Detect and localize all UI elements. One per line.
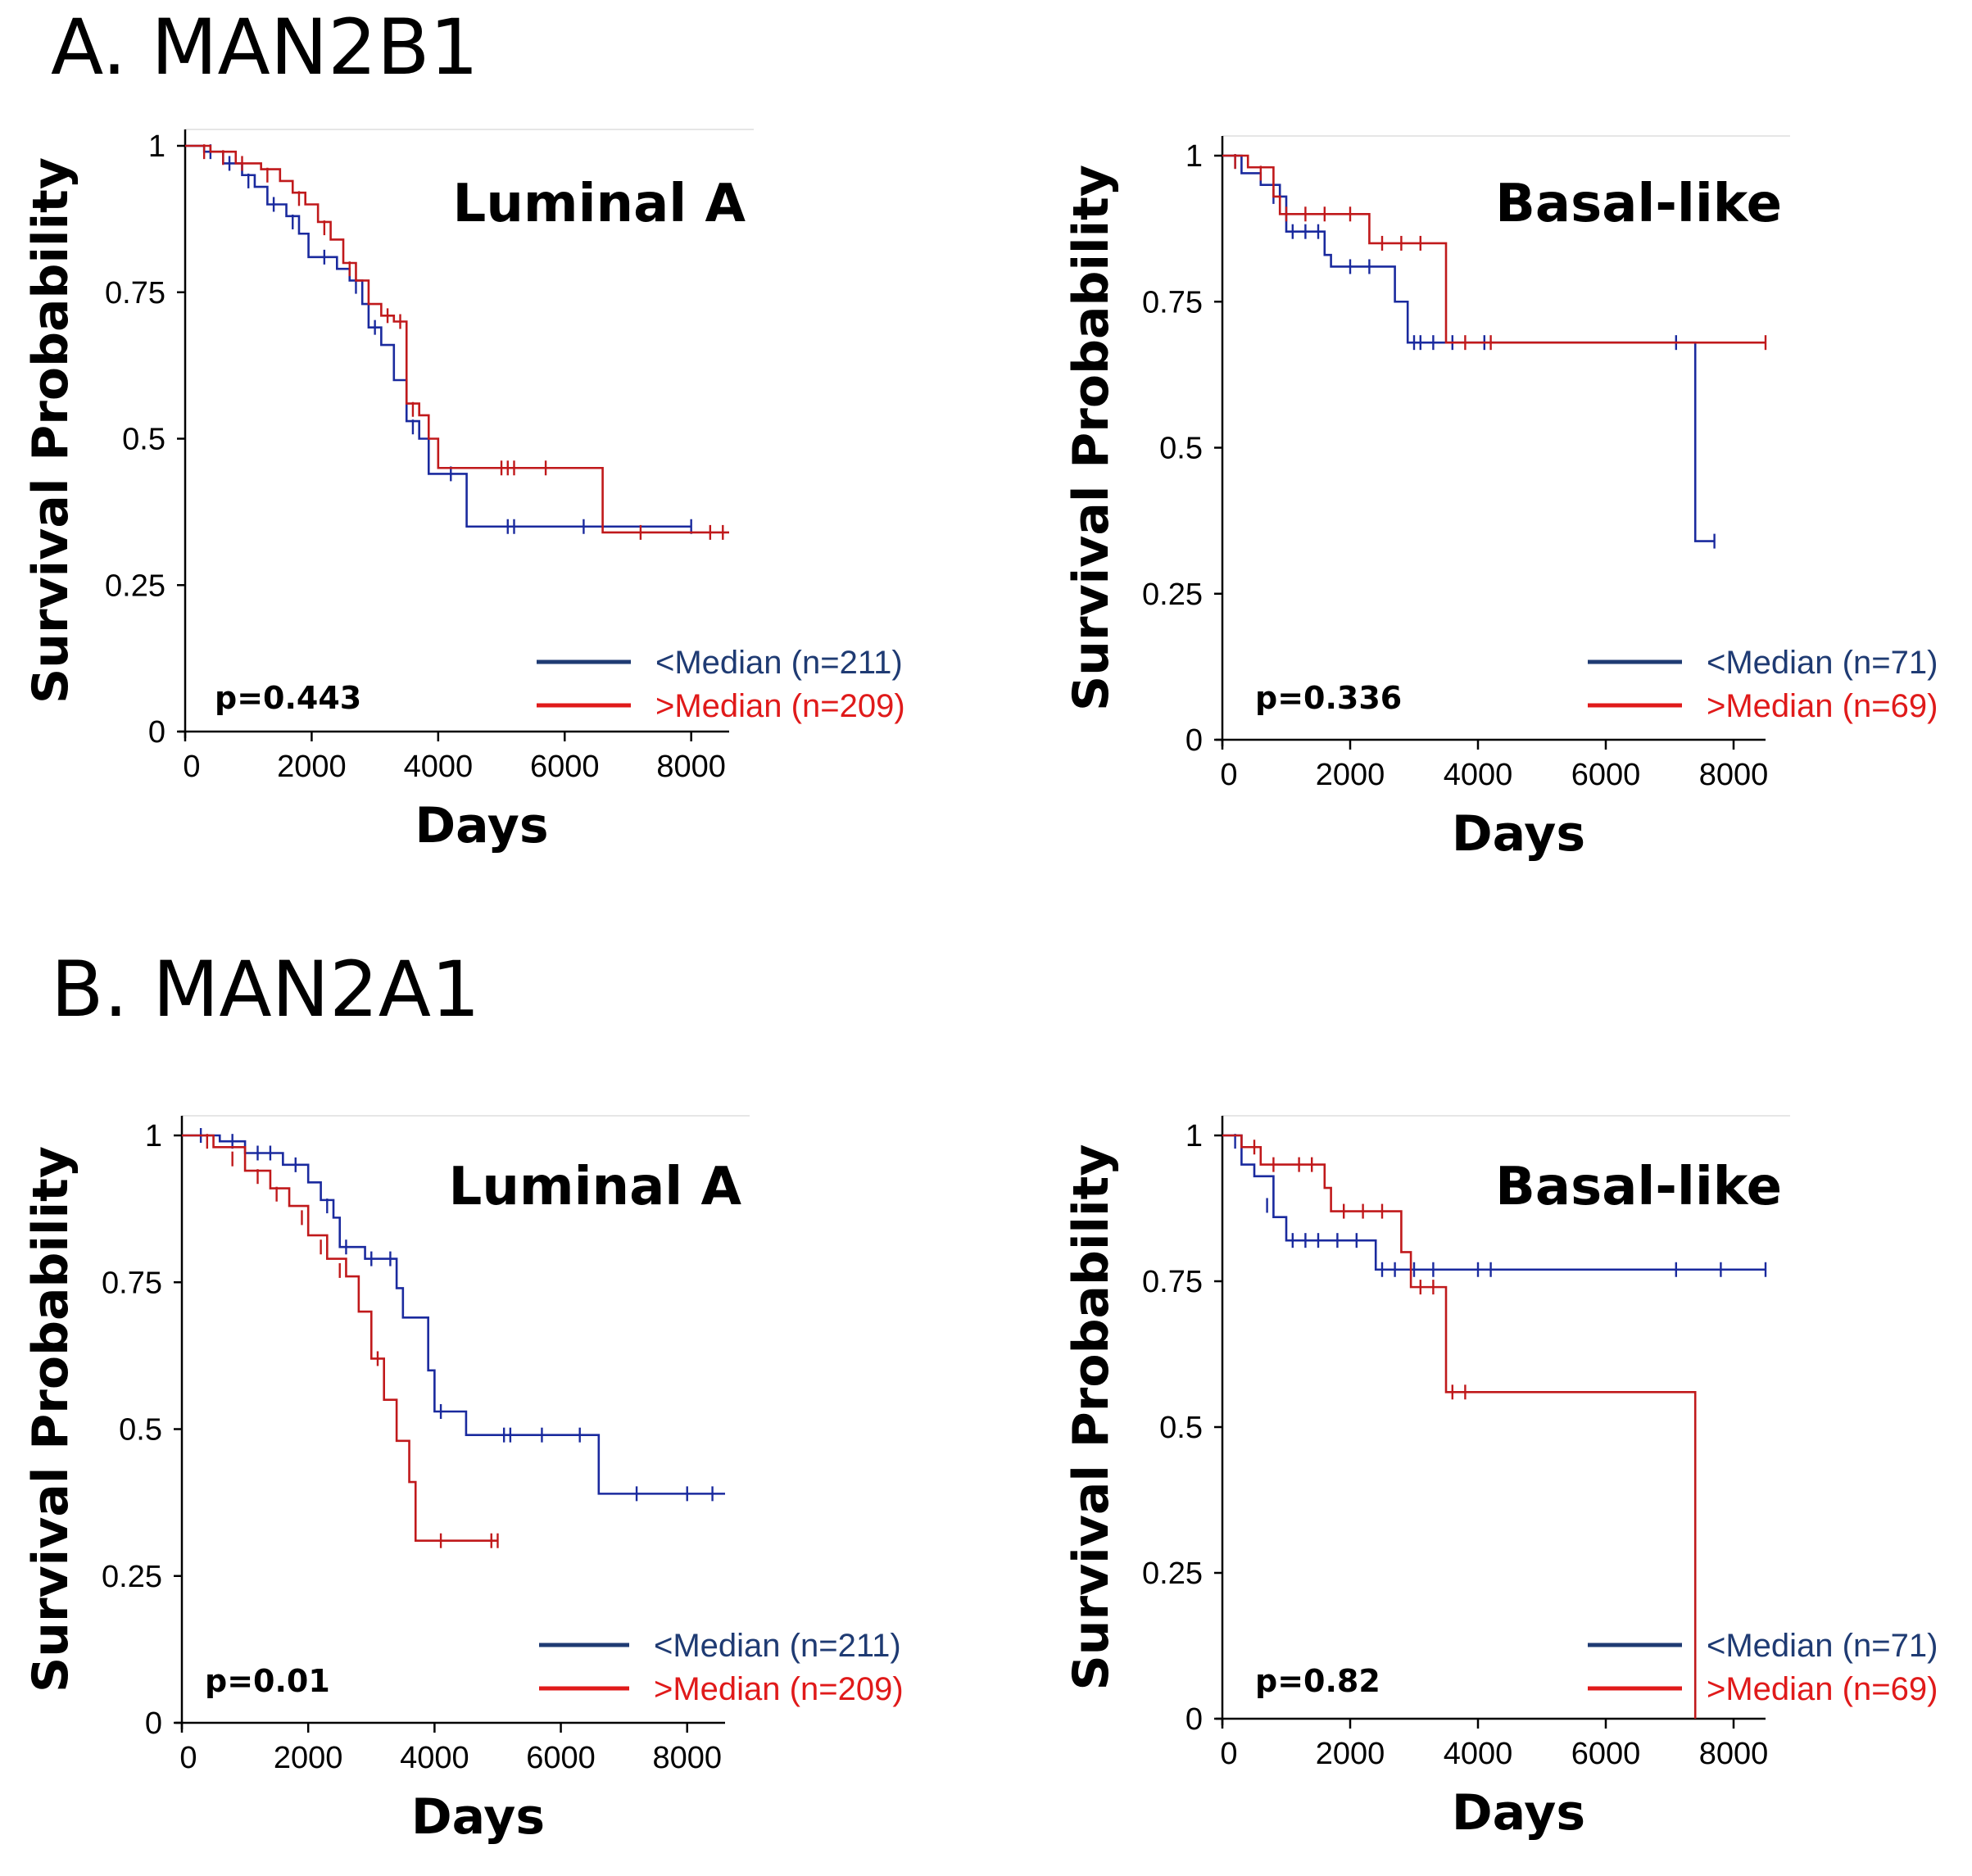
x-tick-label: 6000 (1571, 758, 1641, 792)
legend-label-low: <Median (n=71) (1707, 1628, 1938, 1664)
y-tick-label: 0.5 (122, 423, 165, 457)
y-tick-label: 1 (148, 129, 165, 164)
y-tick-label: 0 (145, 1706, 162, 1741)
panel-title: Luminal A (453, 174, 746, 234)
x-tick-label: 4000 (1444, 1737, 1513, 1771)
p-value: p=0.336 (1255, 680, 1402, 716)
y-tick-label: 0.25 (1142, 1557, 1203, 1591)
y-tick-label: 0.5 (1159, 432, 1203, 466)
section-title-b: B. MAN2A1 (51, 945, 480, 1035)
x-tick-label: 8000 (1699, 758, 1769, 792)
y-tick-label: 0.25 (105, 569, 165, 603)
y-tick-label: 0 (148, 715, 165, 750)
p-value: p=0.82 (1255, 1663, 1380, 1699)
y-tick-label: 0 (1185, 1702, 1203, 1737)
y-tick-label: 1 (1185, 139, 1203, 174)
x-tick-label: 2000 (1316, 758, 1385, 792)
legend-label-low: <Median (n=211) (654, 1628, 901, 1664)
legend-label-high: >Median (n=69) (1707, 1671, 1938, 1707)
legend-label-low: <Median (n=211) (655, 645, 903, 681)
y-tick-label: 1 (1185, 1119, 1203, 1153)
x-tick-label: 2000 (274, 1741, 343, 1775)
y-tick-label: 0.5 (1159, 1411, 1203, 1445)
x-tick-label: 0 (1220, 758, 1237, 792)
panel-title: Basal-like (1495, 174, 1782, 234)
y-axis-title: Survival Probability (1063, 1144, 1120, 1691)
section-title-a: A. MAN2B1 (51, 3, 479, 93)
y-axis-title: Survival Probability (22, 1146, 79, 1692)
y-tick-label: 0.75 (1142, 285, 1203, 319)
x-axis-title: Days (1452, 805, 1585, 863)
x-axis-title: Days (411, 1788, 545, 1846)
legend-label-high: >Median (n=209) (654, 1671, 904, 1707)
x-tick-label: 0 (183, 750, 200, 784)
x-axis-title: Days (1452, 1784, 1585, 1842)
survival-curve-high (1222, 1134, 1697, 1719)
x-tick-label: 2000 (1316, 1737, 1385, 1771)
x-tick-label: 4000 (404, 750, 474, 784)
y-tick-label: 0.75 (1142, 1265, 1203, 1299)
x-tick-label: 6000 (1571, 1737, 1641, 1771)
x-tick-label: 0 (1220, 1737, 1237, 1771)
x-tick-label: 4000 (1444, 758, 1513, 792)
legend-label-low: <Median (n=71) (1707, 645, 1938, 681)
x-tick-label: 6000 (530, 750, 600, 784)
y-tick-label: 0.75 (102, 1266, 162, 1300)
survival-curve-low (1222, 1134, 1766, 1271)
km-chart-man2a1-luminal-a: 0 0.25 0.5 0.75 1 0 2000 4000 6000 8000 Days Surviv… (22, 1115, 904, 1846)
x-tick-label: 8000 (656, 750, 726, 784)
survival-curve-high (1222, 154, 1766, 344)
legend-label-high: >Median (n=209) (655, 688, 905, 724)
x-tick-label: 8000 (652, 1741, 722, 1775)
y-tick-label: 0 (1185, 723, 1203, 758)
x-tick-label: 6000 (526, 1741, 596, 1775)
y-tick-label: 0.25 (1142, 578, 1203, 612)
x-tick-label: 0 (179, 1741, 197, 1775)
km-chart-man2b1-luminal-a: 0 0.25 0.5 0.75 1 0 2000 4000 6000 8000 Days Surviv… (22, 129, 905, 854)
legend-label-high: >Median (n=69) (1707, 688, 1938, 724)
y-axis-title: Survival Probability (1063, 165, 1120, 711)
x-tick-label: 8000 (1699, 1737, 1769, 1771)
p-value: p=0.01 (205, 1663, 330, 1699)
p-value: p=0.443 (215, 680, 361, 716)
x-tick-label: 2000 (277, 750, 347, 784)
x-axis-title: Days (415, 797, 548, 854)
y-tick-label: 0.5 (119, 1413, 162, 1448)
survival-curve-low (182, 1134, 725, 1495)
y-axis-title: Survival Probability (22, 157, 79, 704)
km-chart-man2a1-basal-like: 0 0.25 0.5 0.75 1 0 2000 4000 6000 8000 Days Surviv… (1063, 1115, 1938, 1842)
y-tick-label: 0.75 (105, 276, 165, 310)
panel-title: Basal-like (1495, 1157, 1782, 1217)
km-chart-man2b1-basal-like: 0 0.25 0.5 0.75 1 0 2000 4000 6000 8000 Days Surviv… (1063, 135, 1938, 863)
x-tick-label: 4000 (400, 1741, 469, 1775)
panel-title: Luminal A (449, 1157, 742, 1217)
y-tick-label: 1 (145, 1119, 162, 1153)
y-tick-label: 0.25 (102, 1560, 162, 1594)
